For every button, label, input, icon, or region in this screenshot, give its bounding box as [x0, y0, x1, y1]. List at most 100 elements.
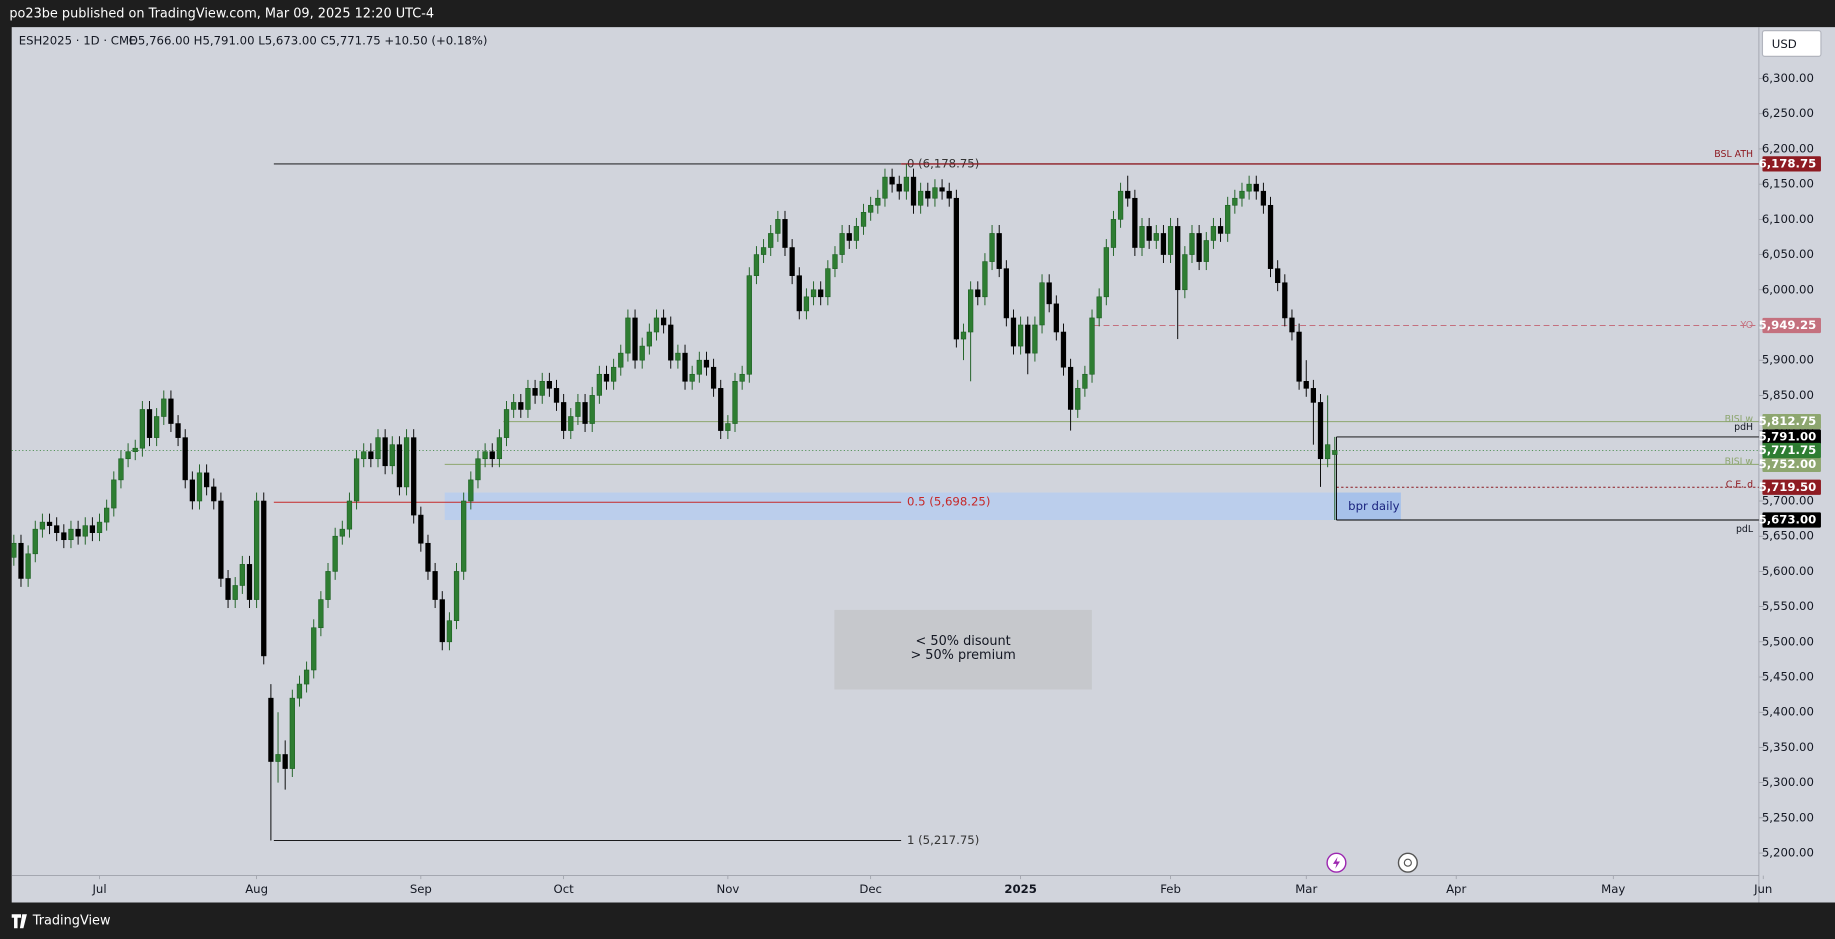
candle-body: [425, 542, 431, 572]
currency[interactable]: USD: [1772, 37, 1797, 51]
candle-body: [618, 352, 624, 368]
candle-body: [96, 521, 103, 533]
candle-body: [389, 444, 395, 467]
candle-body: [1160, 233, 1167, 255]
y-tick-label: 6,250.00: [1762, 106, 1814, 120]
candle-body: [353, 458, 360, 502]
price-tag-label: 6,178.75: [1759, 156, 1817, 170]
candle-body: [461, 500, 467, 572]
candle-body: [610, 366, 617, 382]
level-name: pdH: [1734, 422, 1753, 433]
candle-body: [296, 683, 303, 699]
candle-body: [1110, 219, 1117, 248]
price-tag: [1762, 414, 1821, 430]
candle-body: [1217, 226, 1224, 234]
candle-body: [1310, 388, 1317, 403]
price-tag-label: 5,812.75: [1759, 414, 1817, 428]
candle-body: [596, 373, 602, 396]
candle-body: [796, 275, 802, 312]
brand: TradingView: [32, 914, 111, 929]
candle-body: [1332, 450, 1338, 455]
candle-body: [475, 458, 481, 481]
candle-body: [753, 254, 760, 276]
candle-body: [760, 247, 767, 255]
candle-body: [54, 525, 60, 533]
candle-body: [789, 247, 795, 276]
candle-body: [932, 187, 938, 199]
candle-body: [68, 528, 74, 541]
candle-body: [682, 352, 688, 382]
candle-body: [1060, 331, 1067, 368]
candle-body: [1139, 226, 1145, 248]
y-tick-label: 5,700.00: [1762, 494, 1814, 508]
candle-body: [1153, 233, 1159, 241]
candle-body: [1075, 388, 1081, 410]
y-tick-label: 5,300.00: [1762, 775, 1814, 789]
candle-body: [139, 409, 146, 449]
y-tick-label: 6,300.00: [1762, 71, 1814, 85]
x-tick-label: Mar: [1295, 882, 1317, 896]
candle-body: [853, 226, 860, 241]
candle-body: [732, 381, 738, 424]
candle-body: [810, 289, 817, 298]
price-tag: [1762, 512, 1821, 528]
price-tag: [1762, 317, 1821, 334]
candle-body: [1082, 373, 1088, 389]
candle-body: [1189, 233, 1195, 255]
candle-body: [1267, 204, 1274, 269]
candle-body: [1053, 303, 1059, 333]
currency-button[interactable]: [1761, 30, 1822, 57]
candle-body: [668, 324, 674, 361]
candle-body: [225, 578, 231, 600]
y-tick-label: 5,600.00: [1762, 564, 1814, 578]
x-tick-label: 2025: [1004, 882, 1037, 896]
candle-body: [1282, 282, 1288, 319]
event-icon[interactable]: [1397, 852, 1418, 873]
candle-body: [182, 437, 188, 481]
price-tag: [1762, 456, 1821, 472]
candle-body: [1003, 268, 1009, 319]
y-tick-label: 5,350.00: [1762, 740, 1814, 754]
candle-body: [1303, 381, 1309, 389]
candle-body: [318, 599, 324, 629]
candle-body: [532, 388, 538, 396]
candle-body: [11, 542, 17, 558]
candle-body: [411, 437, 417, 516]
x-tick-label: Jun: [1753, 882, 1772, 896]
candle-body: [582, 402, 588, 424]
candle-body: [818, 289, 824, 298]
candle-body: [632, 317, 638, 361]
x-tick-label: Aug: [245, 882, 268, 896]
note-line: < 50% disount: [916, 634, 1011, 649]
candle-body: [132, 447, 138, 453]
fib-label: 0.5 (5,698.25): [907, 495, 990, 509]
symbol: ESH2025 · 1D · CME: [19, 34, 137, 48]
x-tick-label: Feb: [1160, 882, 1181, 896]
y-tick-label: 6,000.00: [1762, 282, 1814, 296]
candle-body: [418, 514, 424, 544]
candle-body: [675, 352, 681, 361]
price-tag-label: 5,949.25: [1759, 318, 1817, 332]
candle-body: [1132, 197, 1138, 248]
x-tick-label: Nov: [716, 882, 739, 896]
candle-body: [660, 317, 667, 326]
candle-body: [1246, 183, 1252, 192]
price-tag: [1762, 479, 1821, 495]
y-tick-label: 6,050.00: [1762, 247, 1814, 261]
level-name: BISI w: [1725, 457, 1754, 468]
candle-body: [18, 542, 24, 579]
candle-body: [403, 437, 410, 488]
candle-body: [803, 296, 810, 312]
candle-body: [875, 197, 881, 206]
candle-body: [653, 317, 660, 333]
candle-body: [189, 479, 195, 502]
candle-body: [1117, 190, 1124, 220]
candle-body: [1025, 324, 1031, 354]
x-tick-label: Oct: [554, 882, 575, 896]
candle-body: [275, 754, 281, 762]
candle-body: [968, 289, 974, 333]
candle-body: [953, 197, 959, 340]
candle-body: [1017, 324, 1024, 347]
candle-body: [739, 373, 745, 382]
